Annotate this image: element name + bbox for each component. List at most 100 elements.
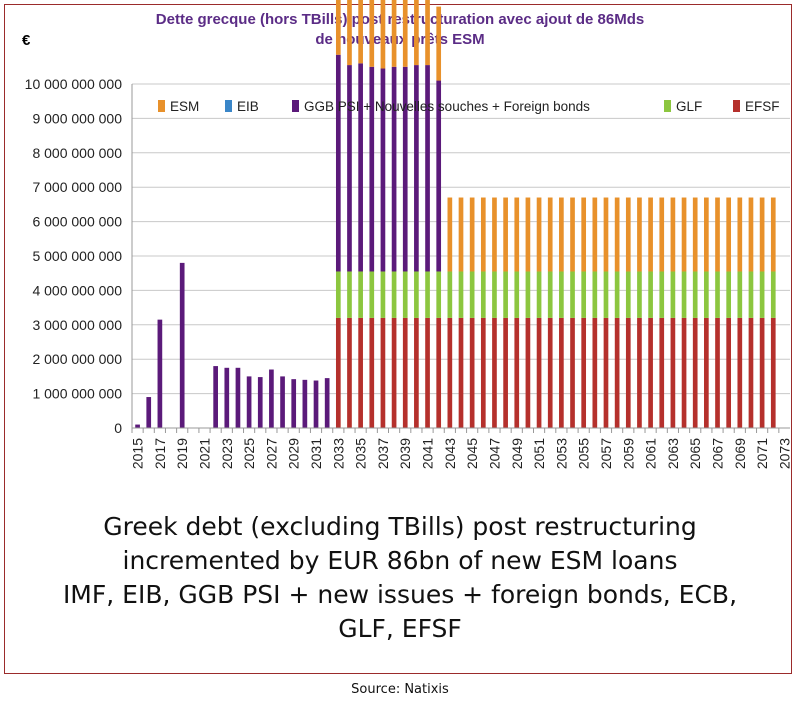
bar-efsf-2038 [391,317,397,428]
x-tick-label: 2017 [152,438,168,469]
x-tick-label: 2055 [576,438,592,469]
bar-efsf-2041 [425,317,430,428]
y-tick-label: 10 000 000 000 [25,76,123,92]
x-tick-label: 2051 [531,438,547,469]
bar-esm-2061 [648,197,653,272]
x-tick-label: 2047 [486,438,502,469]
bar-esm-2055 [581,197,587,272]
bar-glf-2062 [659,271,665,318]
bar-esm-2060 [637,197,642,272]
x-tick-label: 2045 [464,438,480,469]
bar-efsf-2035 [358,317,363,428]
caption: Greek debt (excluding TBills) post restr… [20,510,780,646]
bar-glf-2043 [447,271,453,318]
bar-esm-2071 [759,197,765,272]
bar-esm-2069 [737,197,743,272]
bar-efsf-2043 [447,317,453,428]
bar-glf-2042 [436,271,442,318]
bar-efsf-2068 [726,317,732,428]
x-tick-label: 2041 [420,438,436,469]
bar-esm-2038 [391,0,397,67]
bar-ggb-2019 [179,262,185,428]
x-tick-label: 2049 [509,438,525,469]
bar-efsf-2036 [369,317,375,428]
bar-esm-2045 [469,197,475,272]
bar-glf-2067 [715,271,720,318]
bar-glf-2065 [692,271,698,318]
x-tick-label: 2063 [665,438,681,469]
bar-efsf-2066 [704,317,709,428]
bars [135,0,776,428]
x-tick-label: 2039 [397,438,413,469]
bar-glf-2033 [335,271,341,318]
bar-efsf-2064 [681,317,687,428]
bar-esm-2053 [559,197,564,272]
x-tick-label: 2069 [732,438,748,469]
legend-label-efsf: EFSF [745,99,780,114]
bar-esm-2064 [681,197,687,272]
chart-title: Dette grecque (hors TBills) post restruc… [120,10,680,50]
x-tick-label: 2067 [710,438,726,469]
bar-esm-2046 [480,197,486,272]
bar-esm-2035 [358,0,363,64]
legend: ESM EIB GGB PSI + Nouvelles souches + Fore… [158,99,780,114]
x-tick-label: 2057 [598,438,614,469]
bar-ggb-2030 [302,379,308,428]
legend-swatch-ggb [292,100,299,112]
bar-esm-2051 [536,197,542,272]
bar-efsf-2033 [335,317,341,428]
bar-esm-2059 [625,197,631,272]
bar-ggb-2035 [358,63,363,272]
bar-glf-2046 [480,271,486,318]
bar-ggb-2015 [135,424,140,428]
bar-ggb-2032 [324,378,330,428]
bar-glf-2039 [402,271,408,318]
bar-esm-2066 [704,197,709,272]
bar-ggb-2028 [280,376,285,428]
bar-efsf-2059 [625,317,631,428]
bar-glf-2054 [570,271,575,318]
y-tick-label: 4 000 000 000 [32,282,122,298]
bar-glf-2052 [547,271,553,318]
x-tick-label: 2059 [620,438,636,469]
bar-efsf-2046 [480,317,486,428]
bar-glf-2068 [726,271,732,318]
chart-title-line2: de nouveaux prêts ESM [315,31,485,48]
bar-efsf-2061 [648,317,653,428]
bar-esm-2043 [447,197,453,272]
bar-esm-2039 [402,0,408,67]
bar-efsf-2054 [570,317,575,428]
x-tick-label: 2033 [330,438,346,469]
bar-glf-2049 [514,271,520,318]
bar-glf-2044 [458,271,464,318]
y-tick-label: 9 000 000 000 [32,110,122,126]
caption-line2: incremented by EUR 86bn of new ESM loans [122,546,678,575]
bar-efsf-2047 [492,317,497,428]
y-tick-label: 2 000 000 000 [32,351,122,367]
y-axis: 0 1 000 000 000 2 000 000 000 3 000 000 000… [25,76,133,436]
bar-efsf-2042 [436,317,442,428]
bar-esm-2047 [492,197,497,272]
bar-glf-2051 [536,271,542,318]
bar-glf-2055 [581,271,587,318]
bar-ggb-2041 [425,65,430,272]
bar-glf-2071 [759,271,765,318]
bar-ggb-2022 [213,366,218,428]
x-tick-label: 2025 [241,438,257,469]
bar-glf-2066 [704,271,709,318]
legend-swatch-efsf [733,100,740,112]
bar-esm-2054 [570,197,575,272]
bar-efsf-2065 [692,317,698,428]
x-tick-label: 2073 [776,438,792,469]
legend-label-esm: ESM [170,99,199,114]
bar-efsf-2060 [637,317,642,428]
x-tick-label: 2021 [196,438,212,469]
bar-ggb-2034 [347,65,352,272]
bar-esm-2056 [592,197,598,272]
bar-glf-2058 [614,271,620,318]
chart-title-line1: Dette grecque (hors TBills) post restruc… [155,11,645,28]
bar-ggb-2033 [335,54,341,272]
bar-esm-2070 [748,197,754,272]
bar-glf-2047 [492,271,497,318]
y-tick-label: 7 000 000 000 [32,179,122,195]
